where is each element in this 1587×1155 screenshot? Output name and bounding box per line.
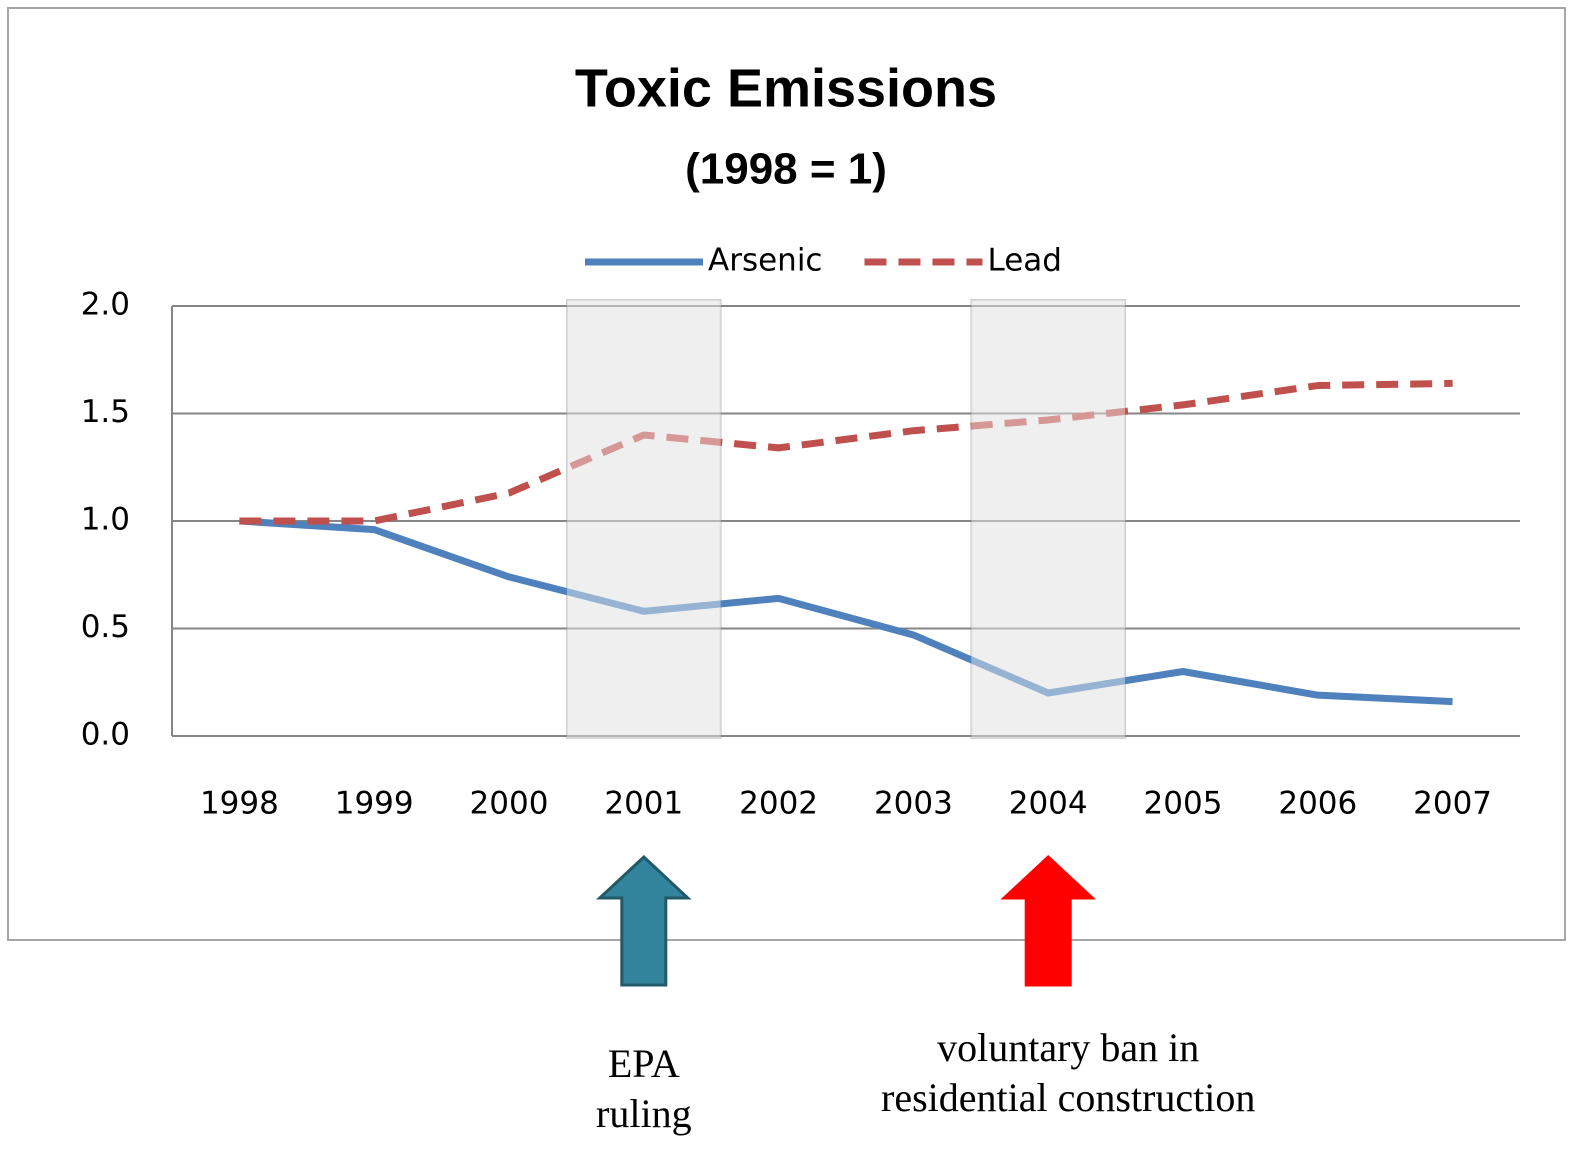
x-tick-label: 2001 [604, 786, 683, 822]
highlight-band [565, 299, 722, 739]
x-tick-label: 2004 [1009, 786, 1088, 822]
annotation-text: EPA [608, 1041, 680, 1086]
highlight-overlay [566, 300, 721, 738]
legend-label: Lead [987, 243, 1061, 279]
y-tick-label: 2.0 [81, 287, 130, 323]
x-tick-label: 2007 [1413, 786, 1492, 822]
annotation-text: voluntary ban in [937, 1025, 1199, 1070]
annotation-text: residential construction [881, 1075, 1255, 1120]
highlight-overlay [971, 300, 1126, 738]
highlight-band [970, 299, 1127, 739]
x-tick-label: 2003 [874, 786, 953, 822]
chart-subtitle: (1998 = 1) [685, 145, 887, 194]
x-tick-label: 2002 [739, 786, 818, 822]
y-tick-label: 0.5 [81, 609, 130, 645]
x-tick-label: 2000 [470, 786, 549, 822]
x-tick-label: 2005 [1144, 786, 1223, 822]
arrow [1000, 854, 1097, 987]
series-line [239, 517, 1453, 706]
x-tick-label: 2006 [1278, 786, 1357, 822]
arrow [595, 854, 692, 987]
x-tick-label: 1998 [200, 786, 279, 822]
y-tick-label: 1.0 [81, 502, 130, 538]
chart-title: Toxic Emissions [575, 58, 997, 118]
chart-frame [7, 7, 1566, 941]
legend-label: Arsenic [708, 243, 822, 279]
annotation-text: ruling [596, 1091, 692, 1136]
x-tick-label: 1999 [335, 786, 414, 822]
y-tick-label: 1.5 [81, 394, 130, 430]
y-tick-label: 0.0 [81, 717, 130, 753]
series-line [239, 379, 1453, 525]
